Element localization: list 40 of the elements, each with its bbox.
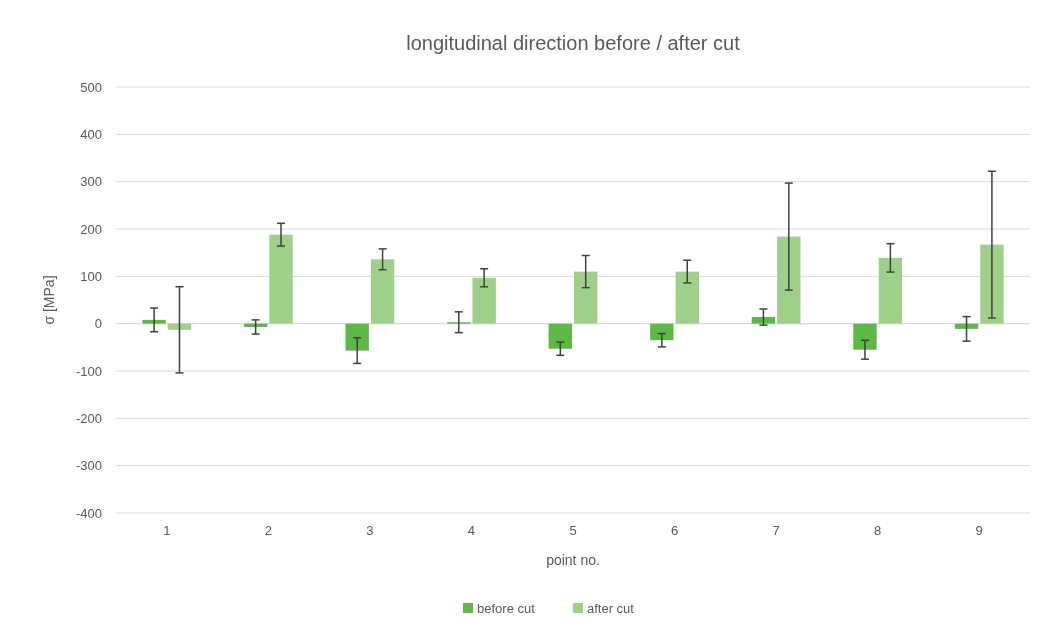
y-tick-label: -100 — [75, 363, 102, 379]
x-tick-label: 9 — [975, 523, 983, 538]
bar — [777, 236, 801, 324]
bar — [980, 244, 1004, 324]
bar — [269, 234, 293, 324]
bar — [675, 271, 699, 324]
bar — [345, 323, 369, 351]
x-tick-label: 3 — [366, 523, 374, 538]
bar — [878, 257, 903, 324]
y-tick-label: 0 — [94, 316, 102, 332]
bar — [650, 323, 674, 341]
bar — [167, 323, 192, 330]
legend-label: after cut — [587, 601, 635, 616]
x-tick-label: 5 — [569, 523, 577, 538]
x-tick-label: 7 — [772, 523, 780, 538]
y-tick-label: -400 — [75, 505, 102, 521]
y-axis-title: σ [MPa] — [41, 275, 57, 325]
bar — [853, 323, 877, 350]
x-tick-label: 8 — [874, 523, 882, 538]
bar — [751, 317, 776, 324]
x-axis-title: point no. — [546, 552, 600, 568]
bar — [574, 271, 598, 324]
x-tick-label: 6 — [670, 523, 679, 538]
y-tick-label: 500 — [80, 79, 102, 95]
x-tick-label: 1 — [163, 523, 171, 538]
legend-label: before cut — [477, 601, 536, 616]
y-tick-label: -300 — [75, 458, 102, 474]
chart-title: longitudinal direction before / after cut — [406, 32, 741, 54]
bar — [548, 323, 572, 349]
y-tick-label: -200 — [75, 410, 102, 426]
bar — [370, 259, 395, 324]
y-tick-label: 100 — [80, 268, 102, 284]
y-tick-label: 200 — [80, 221, 102, 237]
y-tick-label: 300 — [80, 174, 102, 190]
x-tick-label: 2 — [264, 523, 272, 538]
bar — [472, 277, 496, 324]
x-tick-label: 4 — [467, 523, 476, 538]
y-tick-label: 400 — [80, 126, 102, 142]
bar — [142, 319, 166, 324]
bar — [954, 323, 979, 329]
